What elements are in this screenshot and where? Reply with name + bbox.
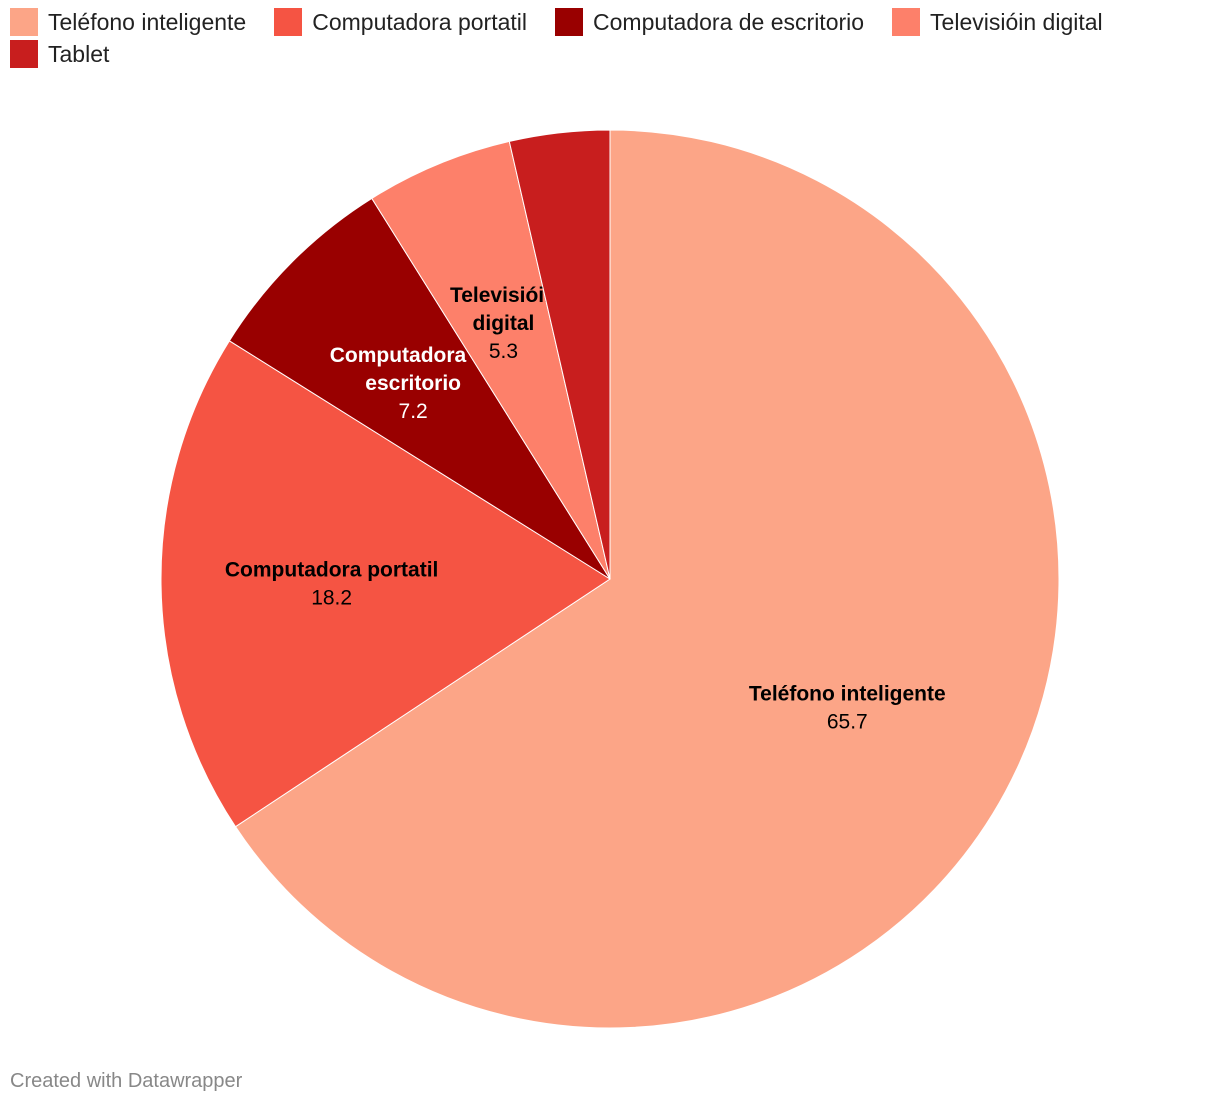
- slice-label: Computadora de escritorio 7.2: [330, 344, 497, 423]
- slice-name-label: Computadora de: [330, 344, 497, 367]
- footer-credit[interactable]: Created with Datawrapper: [10, 1070, 243, 1092]
- slice-name-label: Teléfono inteligente: [749, 683, 946, 706]
- legend-item: Computadora de escritorio: [555, 8, 864, 36]
- pie-slice[interactable]: [508, 129, 611, 580]
- slice-label: Teléfono inteligente 65.7: [749, 683, 946, 734]
- legend-label: Computadora portatil: [312, 8, 528, 35]
- legend-swatch: [10, 40, 38, 68]
- slice-label: Computadora portatil 18.2: [225, 558, 439, 609]
- pie-slice[interactable]: [228, 197, 611, 580]
- legend-label: Tablet: [48, 40, 110, 67]
- slice-label: Televisióin digital 5.3: [450, 284, 557, 363]
- chart-legend: Teléfono inteligente Computadora portatil…: [10, 8, 1210, 68]
- slice-name-label: Computadora portatil: [225, 558, 439, 581]
- pie-slice[interactable]: [371, 140, 611, 580]
- slice-name-label: digital: [473, 312, 535, 335]
- legend-label: Computadora de escritorio: [593, 8, 865, 35]
- slice-value-label: 5.3: [489, 340, 518, 363]
- pie-slice[interactable]: [160, 340, 611, 828]
- legend-item: Televisióin digital: [892, 8, 1103, 36]
- pie-slice[interactable]: [234, 129, 1060, 1029]
- slice-value-label: 7.2: [399, 400, 428, 423]
- slice-name-label: Televisióin: [450, 284, 557, 307]
- legend-label: Teléfono inteligente: [48, 8, 247, 35]
- legend-item: Teléfono inteligente: [10, 8, 246, 36]
- legend-swatch: [555, 8, 584, 36]
- legend-swatch: [10, 8, 38, 36]
- legend-item: Tablet: [10, 40, 109, 68]
- legend-swatch: [892, 8, 921, 36]
- slice-value-label: 18.2: [311, 586, 352, 609]
- legend-item: Computadora portatil: [274, 8, 527, 36]
- legend-label: Televisióin digital: [930, 8, 1103, 35]
- slice-value-label: 65.7: [827, 711, 868, 734]
- slice-name-label: escritorio: [365, 372, 461, 395]
- legend-swatch: [274, 8, 303, 36]
